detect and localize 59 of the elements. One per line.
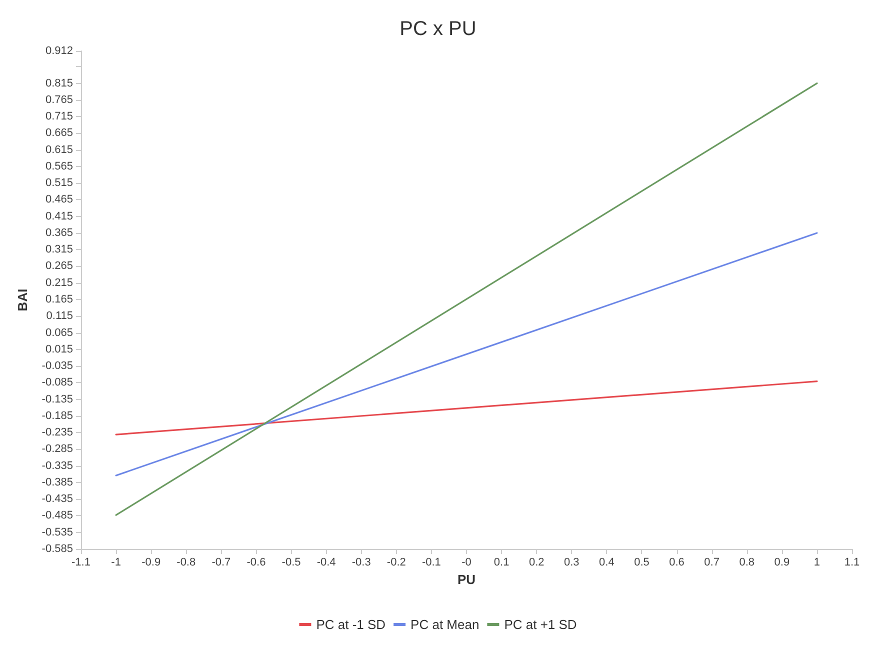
y-tick-label: 0.215 (45, 276, 73, 289)
x-tick-label: -0.8 (176, 556, 196, 568)
y-tick-label: -0.435 (42, 493, 73, 506)
y-tick-label: -0.535 (42, 526, 73, 538)
x-tick-label: -0.2 (386, 556, 406, 568)
x-tick-label: -0.5 (282, 556, 301, 568)
y-tick-label: 0.315 (45, 244, 73, 256)
x-tick-label: 0.9 (774, 556, 790, 568)
x-tick-label: 0.7 (704, 556, 720, 568)
y-tick-label: 0.265 (45, 260, 73, 272)
y-tick-label: -0.485 (42, 510, 73, 522)
y-tick-label: -0.135 (42, 393, 73, 406)
y-tick-label: -0.335 (42, 460, 73, 472)
y-tick-label: 0.115 (46, 310, 73, 322)
x-tick-label: 0.4 (599, 556, 614, 568)
legend-label: PC at Mean (410, 617, 480, 632)
x-tick-label: -0.4 (316, 556, 336, 568)
y-tick-label: -0.035 (42, 360, 73, 372)
x-tick-label: 0.3 (564, 556, 580, 568)
chart-title: PC x PU (400, 18, 476, 40)
x-tick-label: -1.1 (72, 556, 90, 568)
x-tick-label: 0.5 (634, 556, 650, 568)
x-tick-label: 1 (814, 556, 820, 568)
y-tick-label: -0.285 (42, 443, 73, 456)
x-tick-label: -0.7 (212, 556, 231, 568)
x-tick-label: 0.1 (494, 556, 510, 568)
x-tick-label: 0.8 (739, 556, 755, 568)
x-tick-label: -0.9 (142, 556, 161, 568)
y-tick-label: 0.015 (45, 343, 73, 356)
y-tick-label: 0.565 (45, 160, 73, 172)
y-tick-label: 0.815 (45, 77, 73, 90)
y-tick-label: -0.085 (42, 376, 73, 389)
x-tick-label: -0.3 (352, 556, 371, 568)
y-tick-label: 0.365 (45, 226, 73, 239)
y-tick-label: 0.515 (45, 177, 73, 190)
x-axis-title: PU (457, 572, 476, 587)
x-tick-label: 0.6 (669, 556, 684, 568)
y-tick-label: 0.765 (45, 94, 73, 106)
y-tick-label: 0.912 (45, 45, 73, 57)
y-tick-label: 0.465 (45, 194, 73, 206)
y-tick-label: 0.065 (45, 326, 73, 339)
y-tick-label: -0.185 (42, 410, 73, 422)
x-tick-label: -0.6 (246, 556, 266, 568)
legend-label: PC at -1 SD (316, 617, 386, 632)
y-tick-label: -0.235 (42, 426, 73, 439)
y-tick-label: -0.385 (42, 476, 73, 488)
y-tick-label: 0.665 (45, 127, 73, 140)
y-tick-label: -0.585 (42, 543, 73, 555)
y-axis-title: BAI (15, 288, 30, 312)
y-tick-label: 0.715 (45, 110, 73, 123)
x-tick-label: -0.1 (422, 556, 441, 568)
x-tick-label: 0.2 (528, 556, 544, 568)
x-tick-label: -1 (111, 556, 121, 568)
y-tick-label: 0.165 (45, 294, 73, 306)
x-tick-label: -0 (462, 556, 472, 568)
legend-label: PC at +1 SD (504, 617, 577, 632)
x-tick-label: 1.1 (844, 556, 860, 568)
y-tick-label: 0.415 (45, 210, 73, 222)
y-tick-label: 0.615 (45, 144, 73, 156)
